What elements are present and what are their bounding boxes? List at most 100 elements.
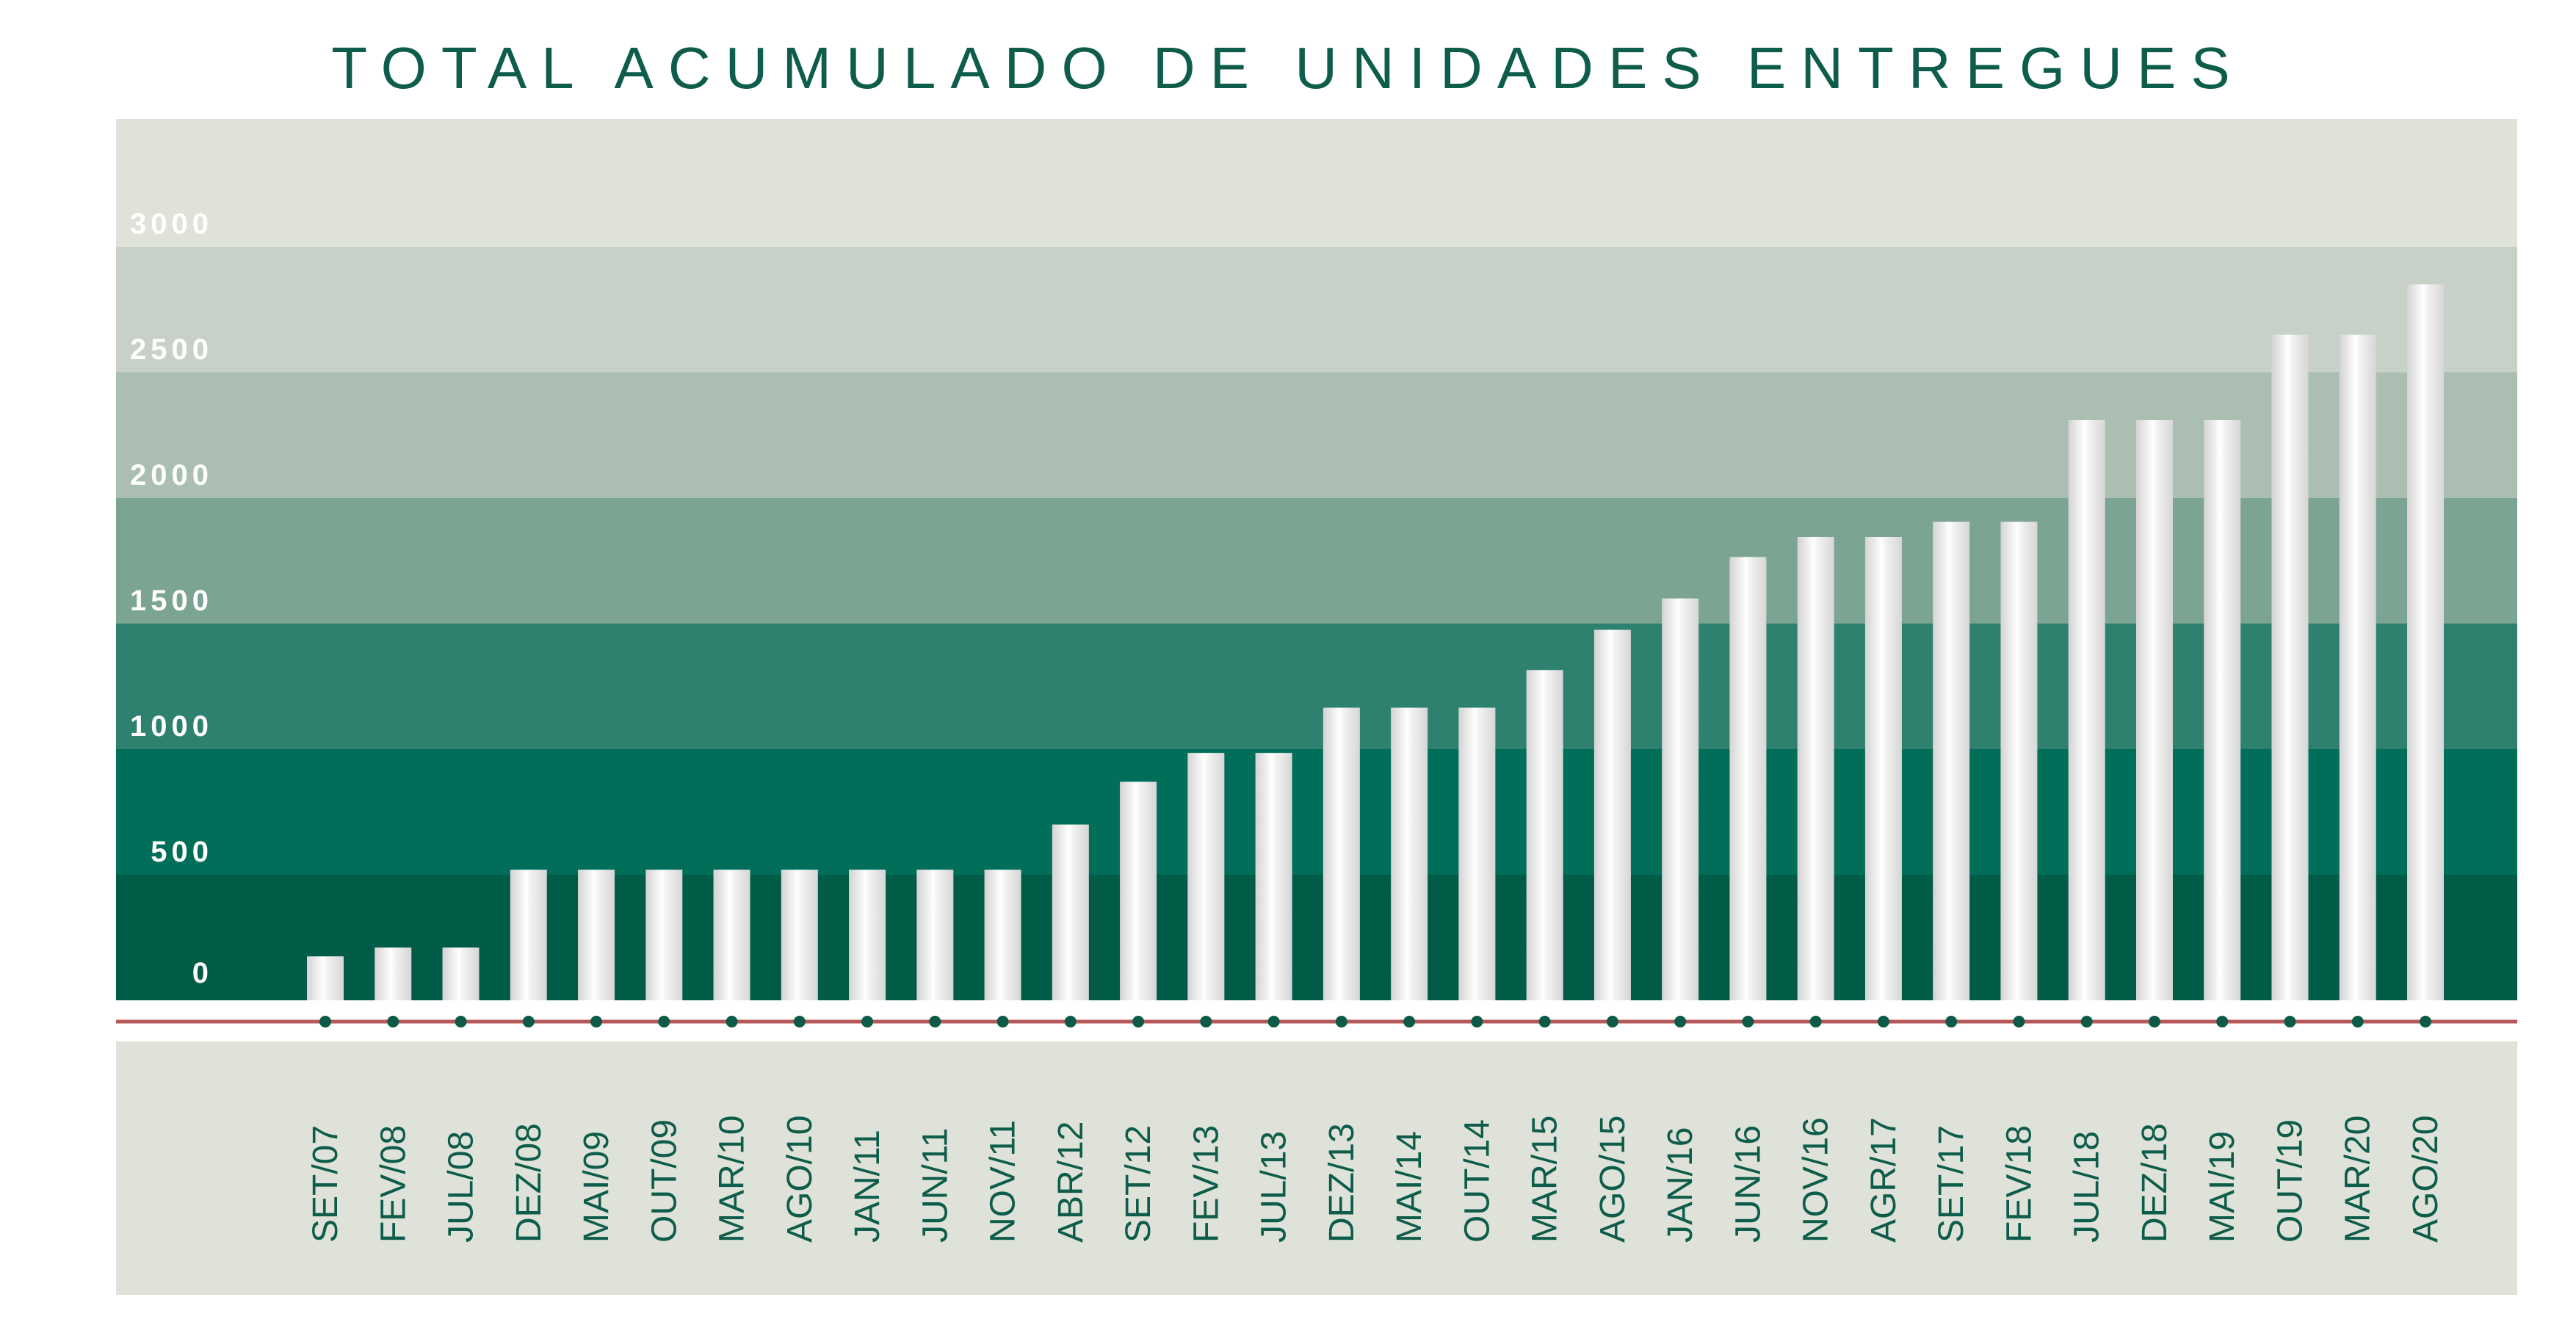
x-tick-label: OUT/14: [1458, 1119, 1497, 1243]
bar: [1187, 753, 1225, 1000]
axis-dot: [1606, 1016, 1618, 1027]
x-tick-label: JUL/18: [2068, 1131, 2107, 1243]
bar: [2000, 521, 2038, 1000]
axis-dot: [1538, 1016, 1551, 1027]
x-tick-label: AGO/20: [2406, 1116, 2445, 1243]
axis-dot: [1877, 1016, 1889, 1027]
x-tick-label: OUT/09: [645, 1119, 684, 1243]
axis-dot: [2284, 1016, 2296, 1027]
bar: [1458, 707, 1496, 1000]
y-tick-label: 0: [192, 957, 213, 989]
axis-dot: [1471, 1016, 1483, 1027]
x-tick-label: NOV/16: [1797, 1117, 1836, 1243]
bar: [713, 870, 750, 1000]
bar: [375, 947, 412, 1000]
bar: [916, 870, 954, 1000]
axis-dot: [1403, 1016, 1416, 1027]
bar: [1797, 537, 1834, 1000]
axis-dot: [1200, 1016, 1212, 1027]
x-tick-label: AGR/17: [1864, 1117, 1903, 1243]
axis-dot: [658, 1016, 670, 1027]
x-tick-label: JUN/16: [1729, 1125, 1768, 1243]
axis-dot: [1132, 1016, 1145, 1027]
x-tick-label: JUL/13: [1255, 1131, 1294, 1243]
x-axis-baseline: [116, 1000, 2517, 1041]
bar: [1729, 557, 1767, 1000]
band: [116, 749, 2517, 875]
axis-dot: [1945, 1016, 1958, 1027]
x-tick-label: MAR/15: [1526, 1116, 1565, 1243]
bar: [1255, 753, 1292, 1000]
x-tick-label: FEV/13: [1187, 1125, 1226, 1243]
axis-dot: [2216, 1016, 2229, 1027]
y-tick-label: 1500: [130, 585, 213, 617]
y-tick-label: 1000: [130, 710, 213, 743]
x-tick-label: SET/07: [306, 1125, 345, 1243]
axis-dot: [387, 1016, 399, 1027]
x-tick-label: FEV/18: [2000, 1125, 2038, 1243]
background-bands: [116, 119, 2517, 1295]
bar: [307, 956, 344, 1000]
x-tick-label: NOV/11: [984, 1120, 1023, 1243]
x-tick-label: SET/12: [1119, 1125, 1158, 1243]
x-tick-label: DEZ/13: [1323, 1123, 1361, 1243]
x-tick-label: JUN/11: [916, 1128, 955, 1243]
axis-dot: [929, 1016, 941, 1027]
bars: [307, 284, 2444, 1000]
bar: [1526, 670, 1563, 1000]
bar: [1323, 707, 1360, 1000]
axis-dot: [2420, 1016, 2431, 1027]
axis-dot: [2013, 1016, 2025, 1027]
bar: [781, 870, 818, 1000]
bar: [1864, 537, 1902, 1000]
axis-dot: [726, 1016, 738, 1027]
axis-dot: [1674, 1016, 1687, 1027]
bar: [984, 870, 1021, 1000]
x-tick-label: MAR/10: [713, 1116, 752, 1243]
x-tick-label: MAR/20: [2339, 1116, 2378, 1243]
x-tick-label: DEZ/18: [2135, 1123, 2174, 1243]
bar: [1662, 598, 1699, 1000]
axis-dot: [1064, 1016, 1077, 1027]
y-tick-label: 2500: [130, 333, 213, 366]
band: [116, 498, 2517, 624]
axis-dot: [996, 1016, 1009, 1027]
bar: [2339, 334, 2376, 1000]
bar: [2271, 334, 2309, 1000]
bar: [1593, 629, 1631, 1000]
axis-dot: [2080, 1016, 2093, 1027]
bar: [510, 870, 547, 1000]
band: [116, 372, 2517, 498]
axis-dot: [2351, 1016, 2364, 1027]
bar: [2204, 419, 2241, 1000]
y-tick-label: 2000: [130, 459, 213, 491]
bar: [1391, 707, 1428, 1000]
x-tick-label: JAN/16: [1661, 1127, 1700, 1243]
band: [116, 247, 2517, 372]
axis-dot: [1809, 1016, 1822, 1027]
bar: [578, 870, 615, 1000]
axis-dot: [1267, 1016, 1280, 1027]
x-tick-label: MAI/19: [2203, 1131, 2242, 1243]
band: [116, 624, 2517, 749]
axis-dot: [590, 1016, 603, 1027]
x-tick-label: MAI/14: [1390, 1131, 1429, 1243]
axis-dot: [2148, 1016, 2160, 1027]
chart-title: TOTAL ACUMULADO DE UNIDADES ENTREGUES: [331, 35, 2245, 101]
x-tick-label: ABR/12: [1052, 1121, 1090, 1243]
x-tick-label: AGO/10: [781, 1116, 820, 1243]
x-tick-label: DEZ/08: [510, 1123, 549, 1243]
bar: [2135, 419, 2173, 1000]
bar: [849, 870, 886, 1000]
axis-dot: [1335, 1016, 1347, 1027]
x-tick-label: AGO/15: [1593, 1116, 1632, 1243]
x-tick-label: SET/17: [1932, 1125, 1971, 1243]
bar: [2068, 419, 2105, 1000]
bar: [645, 870, 683, 1000]
axis-dot: [861, 1016, 874, 1027]
bar: [1120, 781, 1157, 1000]
xlabel-band: [116, 1041, 2517, 1295]
axis-dot: [1742, 1016, 1754, 1027]
